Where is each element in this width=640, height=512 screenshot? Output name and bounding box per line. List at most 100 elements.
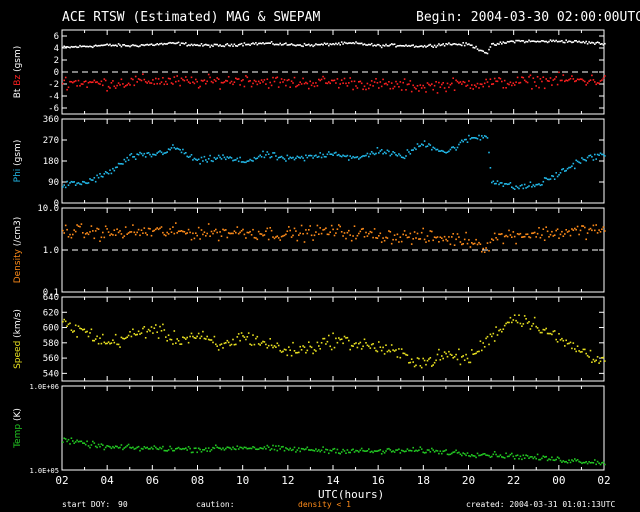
data-point-temp-s0 (318, 449, 320, 451)
data-point-speed-s0 (492, 332, 495, 335)
data-point-speed-s0 (124, 337, 127, 339)
data-point-mag-s1 (66, 88, 68, 91)
data-point-temp-s0 (305, 448, 307, 450)
x-tick-label: 10 (236, 474, 249, 487)
data-point-mag-s0 (538, 40, 540, 43)
data-point-mag-s0 (396, 45, 399, 47)
data-point-mag-s0 (579, 41, 582, 44)
data-point-mag-s1 (498, 77, 500, 79)
data-point-mag-s1 (403, 78, 406, 80)
data-point-speed-s0 (173, 330, 176, 332)
data-point-phi-s0 (165, 152, 167, 154)
data-point-mag-s1 (602, 77, 605, 80)
data-point-density-s0 (250, 234, 253, 236)
data-point-mag-s0 (518, 39, 520, 42)
data-point-mag-s1 (133, 84, 136, 87)
data-point-temp-s0 (370, 450, 373, 453)
data-point-mag-s1 (339, 83, 341, 85)
data-point-temp-s0 (345, 452, 347, 454)
data-point-mag-s0 (303, 42, 306, 45)
data-point-temp-s0 (310, 449, 313, 451)
x-tick-label: 18 (417, 474, 430, 487)
data-point-speed-s0 (102, 333, 104, 336)
data-point-phi-s0 (433, 147, 436, 150)
data-point-phi-s0 (548, 178, 550, 181)
data-point-phi-s0 (186, 155, 188, 158)
data-point-mag-s1 (323, 77, 326, 80)
data-point-temp-s0 (302, 448, 304, 450)
data-point-density-s0 (215, 228, 217, 231)
data-point-mag-s0 (575, 40, 577, 42)
y-axis-label-part: Temp (13, 424, 23, 449)
data-point-speed-s0 (267, 344, 270, 347)
data-point-phi-s0 (400, 156, 403, 158)
data-point-phi-s0 (106, 172, 108, 174)
data-point-mag-s0 (70, 45, 73, 48)
data-point-mag-s0 (453, 43, 456, 45)
data-point-speed-s0 (165, 336, 167, 338)
data-point-mag-s1 (225, 79, 227, 82)
data-point-speed-s0 (219, 344, 221, 346)
data-point-density-s0 (302, 233, 304, 235)
data-point-mag-s1 (515, 81, 517, 83)
data-point-speed-s0 (189, 335, 191, 338)
data-point-temp-s0 (553, 459, 556, 462)
data-point-mag-s0 (286, 44, 289, 46)
data-point-phi-s0 (312, 157, 314, 159)
data-point-density-s0 (402, 233, 404, 236)
data-point-mag-s1 (538, 86, 540, 89)
data-point-mag-s0 (426, 45, 429, 47)
data-point-mag-s0 (462, 42, 464, 44)
data-point-density-s0 (323, 228, 326, 231)
data-point-mag-s0 (338, 42, 340, 44)
data-point-temp-s0 (412, 446, 414, 449)
panel-frame-speed (61, 296, 605, 382)
data-point-speed-s0 (226, 339, 229, 342)
data-point-density-s0 (63, 232, 65, 234)
data-point-speed-s0 (237, 333, 240, 335)
data-point-phi-s0 (149, 153, 151, 156)
data-point-phi-s0 (528, 185, 530, 187)
data-point-mag-s0 (210, 44, 213, 47)
data-point-mag-s1 (522, 76, 525, 79)
data-point-density-s0 (549, 233, 552, 236)
data-point-density-s0 (418, 238, 420, 240)
data-point-phi-s0 (446, 151, 449, 153)
data-point-phi-s0 (342, 154, 344, 157)
data-point-mag-s0 (360, 42, 363, 45)
data-point-mag-s1 (379, 81, 382, 83)
data-point-phi-s0 (64, 186, 67, 189)
data-point-speed-s0 (296, 351, 299, 354)
data-point-phi-s0 (222, 154, 224, 156)
data-point-temp-s0 (240, 446, 243, 449)
data-point-speed-s0 (157, 337, 160, 339)
data-point-density-s0 (122, 236, 124, 239)
data-point-phi-s0 (499, 182, 502, 184)
data-point-temp-s0 (92, 440, 94, 443)
data-point-temp-s0 (429, 451, 432, 453)
data-point-speed-s0 (172, 343, 174, 345)
data-point-density-s0 (372, 236, 374, 239)
data-point-mag-s0 (442, 43, 444, 45)
data-point-phi-s0 (210, 160, 213, 162)
data-point-mag-s1 (445, 90, 447, 93)
data-point-phi-s0 (119, 163, 121, 165)
data-point-speed-s0 (110, 342, 113, 344)
data-point-mag-s0 (233, 43, 236, 46)
data-point-mag-s1 (333, 79, 336, 82)
data-point-mag-s1 (187, 81, 190, 83)
data-point-density-s0 (299, 232, 301, 235)
data-point-density-s0 (473, 242, 476, 245)
data-point-phi-s0 (290, 157, 293, 159)
data-point-mag-s0 (242, 44, 244, 47)
data-point-mag-s1 (239, 84, 241, 86)
data-point-temp-s0 (262, 447, 264, 450)
data-point-speed-s0 (159, 325, 161, 328)
data-point-phi-s0 (592, 159, 595, 161)
data-point-density-s0 (69, 233, 71, 236)
data-point-phi-s0 (302, 157, 304, 159)
data-point-temp-s0 (153, 445, 156, 447)
data-point-speed-s0 (395, 349, 397, 351)
data-point-phi-s0 (132, 156, 134, 158)
data-point-mag-s1 (94, 81, 97, 84)
